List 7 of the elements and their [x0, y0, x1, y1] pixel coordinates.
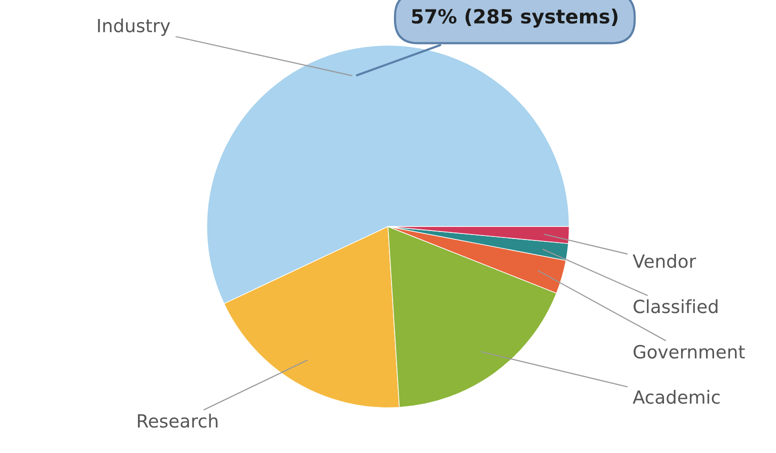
slice-label: Government [634, 344, 745, 359]
slice-label: Academic [632, 390, 720, 404]
data-label: 57% (285 systems) [412, 8, 618, 28]
slice-label: Research [138, 414, 218, 428]
slice-label: Vendor [632, 254, 696, 268]
slice-label: Industry [98, 18, 170, 36]
slice-label: Classified [634, 299, 718, 314]
